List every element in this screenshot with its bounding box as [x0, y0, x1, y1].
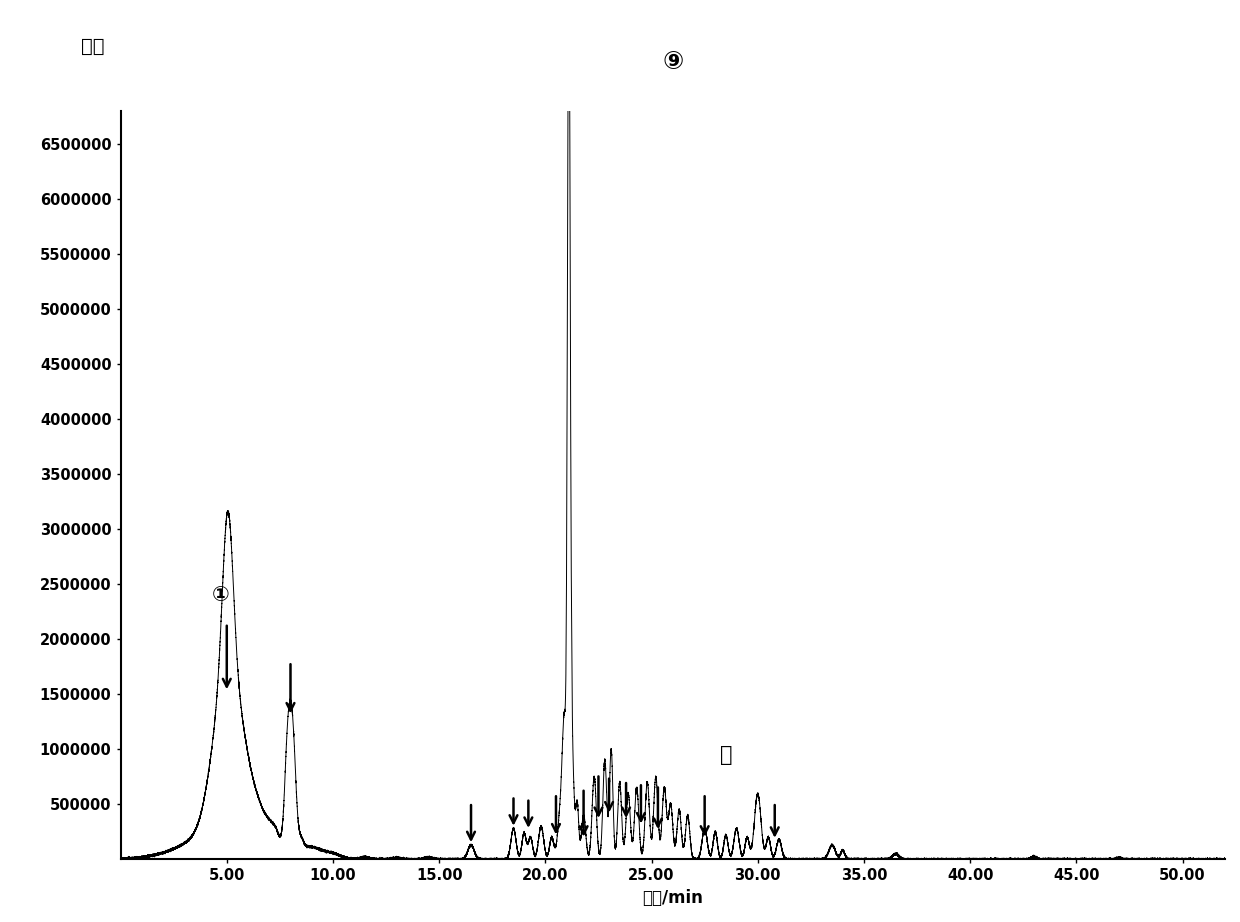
Text: ⑮: ⑮ [719, 745, 732, 765]
Text: 丰度: 丰度 [81, 37, 104, 56]
Text: ⑨: ⑨ [662, 50, 683, 74]
X-axis label: 时间/min: 时间/min [642, 889, 703, 907]
Text: ①: ① [212, 585, 229, 606]
